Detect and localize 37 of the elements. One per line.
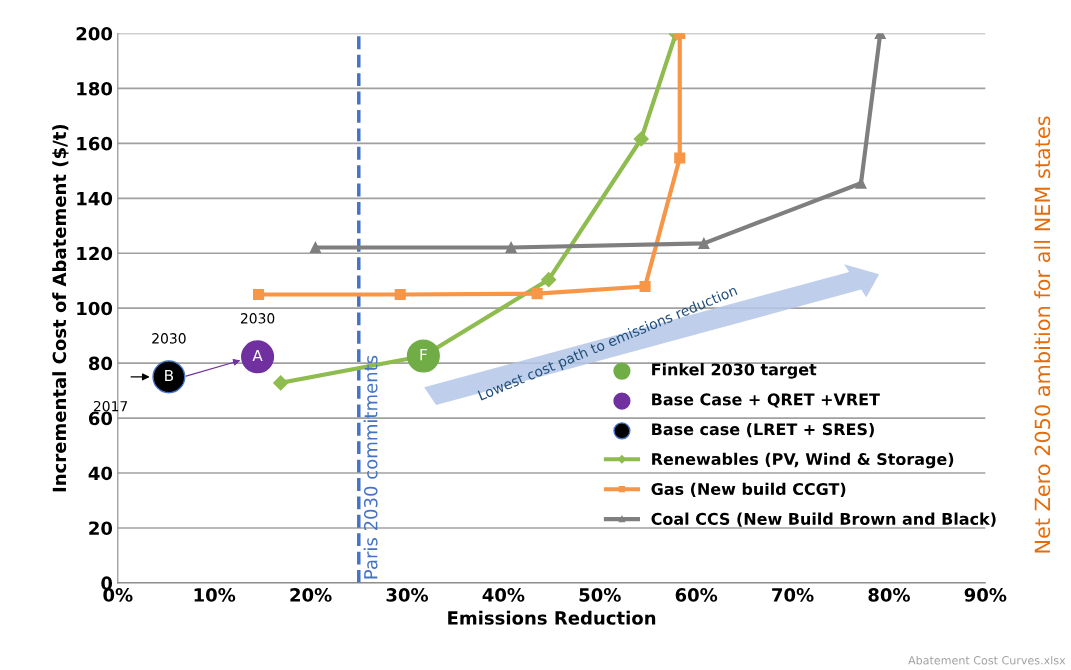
x-tick-label: 10%	[194, 588, 236, 602]
annotation: 2017	[93, 400, 128, 412]
x-tick-label: 60%	[675, 588, 718, 602]
y-tick-label: 140	[77, 191, 113, 206]
x-axis-title: Emissions Reduction	[448, 610, 656, 625]
x-tick-label: 0%	[103, 588, 133, 602]
y-tick-label: 20	[89, 521, 113, 536]
y2-axis-title: Net Zero 2050 ambition for all NEM states	[1034, 116, 1051, 553]
legend-label: Base case (LRET + SRES)	[652, 422, 874, 438]
annotation: F	[420, 349, 427, 361]
y-tick-label: 180	[77, 81, 113, 96]
y-tick-label: 100	[77, 301, 113, 316]
x-tick-label: 40%	[482, 588, 525, 602]
y-tick-label: 120	[77, 246, 113, 261]
annotation: A	[252, 349, 263, 362]
annotation: 2030	[152, 333, 186, 344]
x-tick-label: 30%	[386, 588, 429, 602]
y-axis-title: Incremental Cost of Abatement ($/t)	[52, 124, 69, 492]
text: Abatement Cost Curves.xlsx	[908, 655, 1066, 665]
x-tick-label: 80%	[868, 588, 910, 602]
y-tick-label: 160	[77, 136, 113, 151]
annotation: 2030	[240, 313, 275, 324]
ref-line-label: Paris 2030 commitments	[363, 355, 378, 579]
legend-label: Finkel 2030 target	[652, 363, 817, 379]
annotation: B	[165, 369, 174, 382]
x-tick-label: 50%	[579, 588, 621, 602]
y-tick-label: 200	[76, 26, 113, 41]
legend-label: Renewables (PV, Wind & Storage)	[652, 452, 954, 469]
x-tick-label: 70%	[772, 588, 814, 602]
x-tick-label: 90%	[964, 588, 1007, 602]
legend-label: Coal CCS (New Build Brown and Black)	[651, 512, 996, 527]
y-tick-label: 60	[88, 411, 113, 426]
y-tick-label: 40	[88, 466, 113, 481]
x-tick-label: 20%	[290, 588, 332, 602]
legend-label: Gas (New build CCGT)	[651, 482, 846, 497]
legend-label: Base Case + QRET +VRET	[652, 393, 880, 408]
y-tick-label: 80	[88, 356, 113, 371]
